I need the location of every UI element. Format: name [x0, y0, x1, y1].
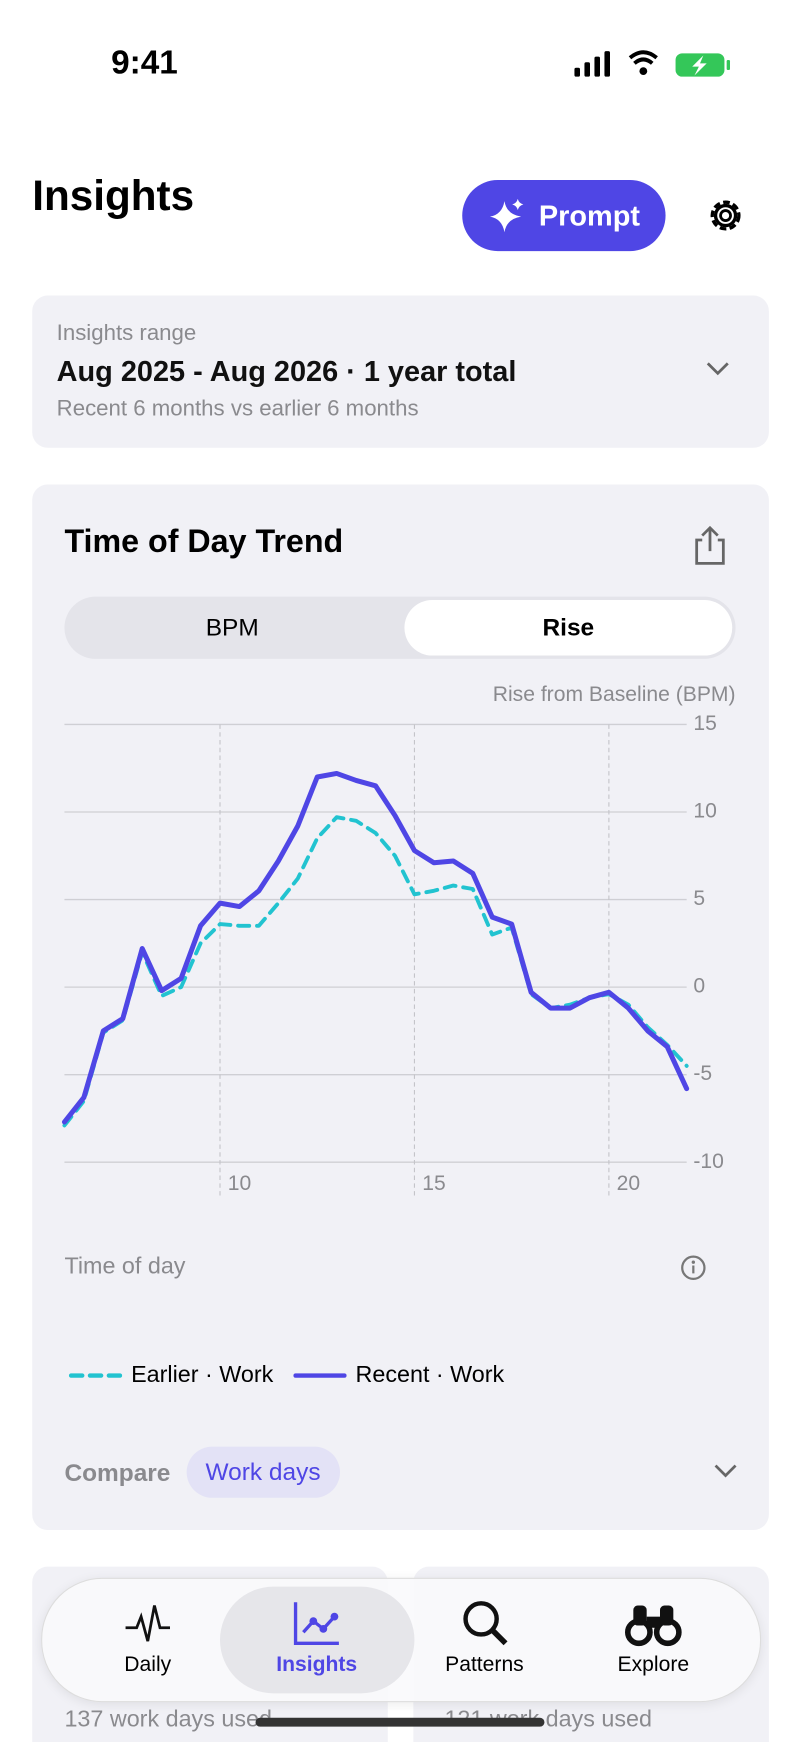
- x-tick-label: 15: [422, 1172, 445, 1195]
- tab-icon: [624, 1605, 682, 1647]
- x-tick-label: 10: [228, 1172, 251, 1195]
- legend-swatch: [68, 1373, 123, 1378]
- tab-icon: [125, 1605, 170, 1642]
- chevron: [714, 1464, 737, 1478]
- series-line: [62, 815, 689, 1128]
- y-tick-label: 15: [693, 712, 716, 735]
- tab-icon: [463, 1601, 508, 1646]
- status-icons: [574, 50, 730, 77]
- tab-label: Daily: [124, 1653, 172, 1677]
- tab[interactable]: Insights: [261, 1599, 372, 1678]
- series-line: [61, 770, 690, 1125]
- chevron: [706, 362, 729, 376]
- tab[interactable]: Explore: [598, 1599, 709, 1678]
- legend: Earlier · Work Recent · Work: [68, 1362, 504, 1389]
- tab[interactable]: Patterns: [429, 1599, 540, 1678]
- segmented-control: BPM Rise: [64, 596, 736, 659]
- y-tick-label: 0: [693, 975, 705, 998]
- range-value: Aug 2025 - Aug 2026 · 1 year total: [56, 354, 517, 388]
- y-tick-label: -10: [693, 1150, 724, 1173]
- legend-label: Earlier · Work: [131, 1362, 274, 1388]
- settings-icon[interactable]: [704, 194, 746, 236]
- status-time: 9:41: [111, 44, 178, 82]
- y-tick-label: 5: [693, 887, 705, 910]
- tab-bar: Daily Insights Patterns Explore: [41, 1577, 762, 1703]
- legend-item: Recent · Work: [293, 1362, 504, 1389]
- tab-label: Insights: [276, 1653, 358, 1677]
- tab-label: Patterns: [445, 1653, 524, 1677]
- home-indicator: [255, 1717, 545, 1727]
- compare-chip[interactable]: Work days: [186, 1446, 340, 1498]
- legend-item: Earlier · Work: [68, 1362, 274, 1389]
- tab-selected-bg: [219, 1586, 415, 1694]
- range-label: Insights range: [56, 321, 197, 346]
- chart: Rise from Baseline (BPM) 15 10 5 0 -5 -10 10 15…: [61, 683, 736, 1198]
- legend-label: Recent · Work: [355, 1362, 505, 1388]
- share-icon[interactable]: [691, 524, 729, 566]
- prompt-label: Prompt: [538, 198, 640, 232]
- summary-text: 137 work days used: [64, 1706, 272, 1733]
- y-tick-label: -5: [693, 1062, 712, 1085]
- range-sub: Recent 6 months vs earlier 6 months: [56, 396, 419, 422]
- compare-label: Compare: [64, 1458, 171, 1487]
- tab-icon: [293, 1602, 339, 1645]
- info-icon[interactable]: [679, 1253, 708, 1282]
- prompt-button[interactable]: Prompt: [462, 179, 666, 252]
- segment[interactable]: BPM: [205, 613, 259, 642]
- y-axis-label: Rise from Baseline (BPM): [493, 683, 736, 706]
- tab[interactable]: Daily: [92, 1599, 203, 1678]
- sparkle-icon: [489, 198, 524, 233]
- x-tick-label: 20: [617, 1172, 640, 1195]
- y-tick-label: 10: [693, 800, 716, 823]
- range-card[interactable]: Insights range Aug 2025 - Aug 2026 · 1 y…: [32, 295, 769, 448]
- segment-selected-bg: [404, 599, 733, 656]
- x-axis-label: Time of day: [64, 1253, 186, 1279]
- segment[interactable]: Rise: [542, 613, 595, 642]
- card-title: Time of Day Trend: [64, 524, 344, 560]
- page-title: Insights: [32, 173, 195, 220]
- legend-swatch: [293, 1373, 347, 1378]
- tab-label: Explore: [617, 1653, 690, 1677]
